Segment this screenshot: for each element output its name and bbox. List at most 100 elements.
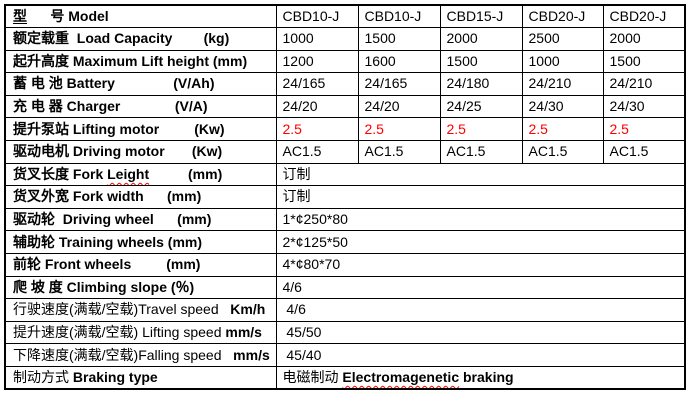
text-segment [27,8,50,24]
table-row-driving-wheel: 驱动轮 Driving wheel (mm) 1*¢250*80 [4,207,686,232]
text-segment: 电磁制动 [282,368,343,385]
text-segment: 货叉长度 Fork [13,165,108,182]
table-row-max-lift-height: 起升高度 Maximum Lift height (mm) 1200 1600 150… [4,49,686,74]
row-value-driving-motor-2: AC1.5 [357,140,441,164]
text-segment: 起升高度 Maximum Lift height (mm) [13,52,248,69]
text-segment: (kg) [172,30,230,47]
text-segment: Km/h [230,301,266,318]
text-segment: mm/s [225,323,262,340]
row-label-braking-type: 制动方式 Braking type [4,366,277,390]
row-value-charger-5: 24/30 [602,94,686,119]
text-segment: 充 电 器 Charger [13,97,121,114]
text-segment: 提升速度(满载/空载) Lifting speed [13,323,226,340]
row-value-climbing-slope: 4/6 [275,275,686,300]
table-row-falling-speed: 下降速度(满载/空载)Falling speed mm/s 45/40 [4,343,686,367]
row-value-lifting-motor-5: 2.5 [602,117,686,142]
row-value-lifting-speed: 45/50 [275,320,686,345]
text-segment: 制动方式 [13,368,73,385]
text-segment: 45/40 [282,346,322,363]
row-value-battery-5: 24/210 [602,72,686,96]
text-segment: 货叉外宽 Fork width [13,188,144,205]
table-row-travel-speed: 行驶速度(满载/空载)Travel speed Km/h 4/6 [4,298,686,322]
row-value-fork-length: 订制 [275,162,686,187]
row-value-max-lift-height-2: 1600 [357,49,441,74]
row-value-charger-4: 24/30 [521,94,604,119]
row-value-training-wheels: 2*¢125*50 [275,230,686,255]
table-row-braking-type: 制动方式 Braking type 电磁制动 Electromagenetic b… [4,366,686,390]
row-label-travel-speed: 行驶速度(满载/空载)Travel speed Km/h [4,298,277,322]
row-value-battery-1: 24/165 [275,72,359,96]
row-label-climbing-slope: 爬 坡 度 Climbing slope (％) [4,275,277,300]
row-value-load-capacity-5: 2000 [602,27,686,51]
text-segment: (Kw) [164,143,223,160]
row-value-fork-width: 订制 [275,185,686,209]
row-value-front-wheels: 4*¢80*70 [275,253,686,277]
text-segment: 型 [13,7,27,24]
row-label-fork-width: 货叉外宽 Fork width (mm) [4,185,277,209]
row-value-charger-2: 24/20 [357,94,441,119]
table-row-fork-width: 货叉外宽 Fork width (mm) 订制 [4,185,686,209]
table-row-lifting-motor: 提升泵站 Lifting motor (Kw) 2.5 2.5 2.5 2.5 2.5 [4,117,686,142]
row-value-lifting-motor-1: 2.5 [275,117,359,142]
row-value-load-capacity-3: 2000 [439,27,523,51]
text-segment: braking [459,368,514,385]
spec-table: 型 号 Model CBD10-J CBD10-J CBD15-J CBD20-J CBD… [4,4,686,391]
row-label-driving-wheel: 驱动轮 Driving wheel (mm) [4,207,277,232]
text-segment: 辅助轮 Training wheels (mm) [13,233,203,250]
table-row-training-wheels: 辅助轮 Training wheels (mm) 2*¢125*50 [4,230,686,255]
row-label-load-capacity: 额定载重 Load Capacity (kg) [4,27,277,51]
text-segment: (Kw) [159,120,225,137]
text-segment: mm/s [233,346,270,363]
row-value-charger-1: 24/20 [275,94,359,119]
row-label-battery: 蓄 电 池 Battery (V/Ah) [4,72,277,96]
text-segment: 号 Model [50,7,109,24]
text-segment: 行驶速度(满载/空载)Travel speed [13,301,219,318]
row-value-model-3: CBD15-J [439,4,523,29]
table-row-model: 型 号 Model CBD10-J CBD10-J CBD15-J CBD20-J CBD… [4,4,686,29]
text-segment: 驱动轮 Driving wheel [13,210,154,227]
table-row-lifting-speed: 提升速度(满载/空载) Lifting speed mm/s 45/50 [4,320,686,345]
row-label-falling-speed: 下降速度(满载/空载)Falling speed mm/s [4,343,277,367]
row-value-max-lift-height-4: 1000 [521,49,604,74]
row-value-load-capacity-1: 1000 [275,27,359,51]
table-row-driving-motor: 驱动电机 Driving motor (Kw) AC1.5 AC1.5 AC1.5 AC… [4,140,686,164]
row-label-driving-motor: 驱动电机 Driving motor (Kw) [4,140,277,164]
row-value-model-5: CBD20-J [602,4,686,29]
row-value-braking-type: 电磁制动 Electromagenetic braking [275,366,686,390]
row-value-falling-speed: 45/40 [275,343,686,367]
text-segment [222,347,234,363]
row-value-max-lift-height-1: 1200 [275,49,359,74]
row-value-model-2: CBD10-J [357,4,441,29]
row-value-lifting-motor-4: 2.5 [521,117,604,142]
text-segment: 提升泵站 Lifting motor [13,120,160,137]
table-row-load-capacity: 额定载重 Load Capacity (kg) 1000 1500 2000 2500 2… [4,27,686,51]
text-segment: Leight [107,165,150,182]
row-value-battery-3: 24/180 [439,72,523,96]
text-segment: (mm) [149,165,223,182]
row-value-load-capacity-4: 2500 [521,27,604,51]
row-value-driving-motor-5: AC1.5 [602,140,686,164]
row-value-lifting-motor-2: 2.5 [357,117,441,142]
text-segment: 驱动电机 Driving motor [13,143,165,160]
row-value-max-lift-height-3: 1500 [439,49,523,74]
text-segment: (mm) [143,188,202,205]
row-label-lifting-speed: 提升速度(满载/空载) Lifting speed mm/s [4,320,277,345]
row-label-model: 型 号 Model [4,4,277,29]
row-label-max-lift-height: 起升高度 Maximum Lift height (mm) [4,49,277,74]
row-label-front-wheels: 前轮 Front wheels (mm) [4,253,277,277]
row-value-battery-2: 24/165 [357,72,441,96]
row-value-travel-speed: 4/6 [275,298,686,322]
table-row-fork-length: 货叉长度 Fork Leight (mm) 订制 [4,162,686,187]
text-segment: (mm) [153,210,212,227]
text-segment: 下降速度(满载/空载)Falling speed [13,346,222,363]
row-value-charger-3: 24/25 [439,94,523,119]
text-segment [219,301,231,317]
table-row-climbing-slope: 爬 坡 度 Climbing slope (％) 4/6 [4,275,686,300]
row-value-model-4: CBD20-J [521,4,604,29]
row-value-battery-4: 24/210 [521,72,604,96]
text-segment: 前轮 Front wheels [13,256,132,273]
row-label-training-wheels: 辅助轮 Training wheels (mm) [4,230,277,255]
row-label-charger: 充 电 器 Charger (V/A) [4,94,277,119]
table-row-charger: 充 电 器 Charger (V/A) 24/20 24/20 24/25 24/30 2… [4,94,686,119]
